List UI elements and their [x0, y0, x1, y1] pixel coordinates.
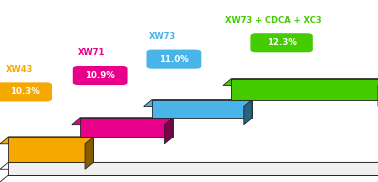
Polygon shape: [80, 118, 173, 137]
Polygon shape: [244, 100, 252, 125]
FancyBboxPatch shape: [0, 82, 52, 102]
Polygon shape: [85, 137, 93, 169]
FancyBboxPatch shape: [250, 33, 313, 52]
Text: 12.3%: 12.3%: [266, 38, 297, 47]
FancyBboxPatch shape: [146, 50, 201, 69]
Text: XW73 + CDCA + XC3: XW73 + CDCA + XC3: [225, 16, 322, 25]
Text: 10.9%: 10.9%: [85, 71, 115, 80]
Polygon shape: [8, 162, 378, 175]
Polygon shape: [144, 100, 252, 106]
Polygon shape: [0, 162, 378, 169]
Text: XW73: XW73: [149, 32, 177, 41]
Polygon shape: [8, 137, 93, 162]
Polygon shape: [72, 118, 173, 125]
Text: XW43: XW43: [6, 65, 33, 74]
FancyBboxPatch shape: [73, 66, 127, 85]
Text: 11.0%: 11.0%: [159, 55, 189, 64]
Polygon shape: [152, 100, 252, 118]
Polygon shape: [223, 79, 378, 86]
Text: XW71: XW71: [77, 48, 105, 57]
Polygon shape: [164, 118, 173, 144]
Polygon shape: [0, 137, 93, 144]
Text: 10.3%: 10.3%: [10, 87, 39, 96]
Polygon shape: [231, 79, 378, 100]
